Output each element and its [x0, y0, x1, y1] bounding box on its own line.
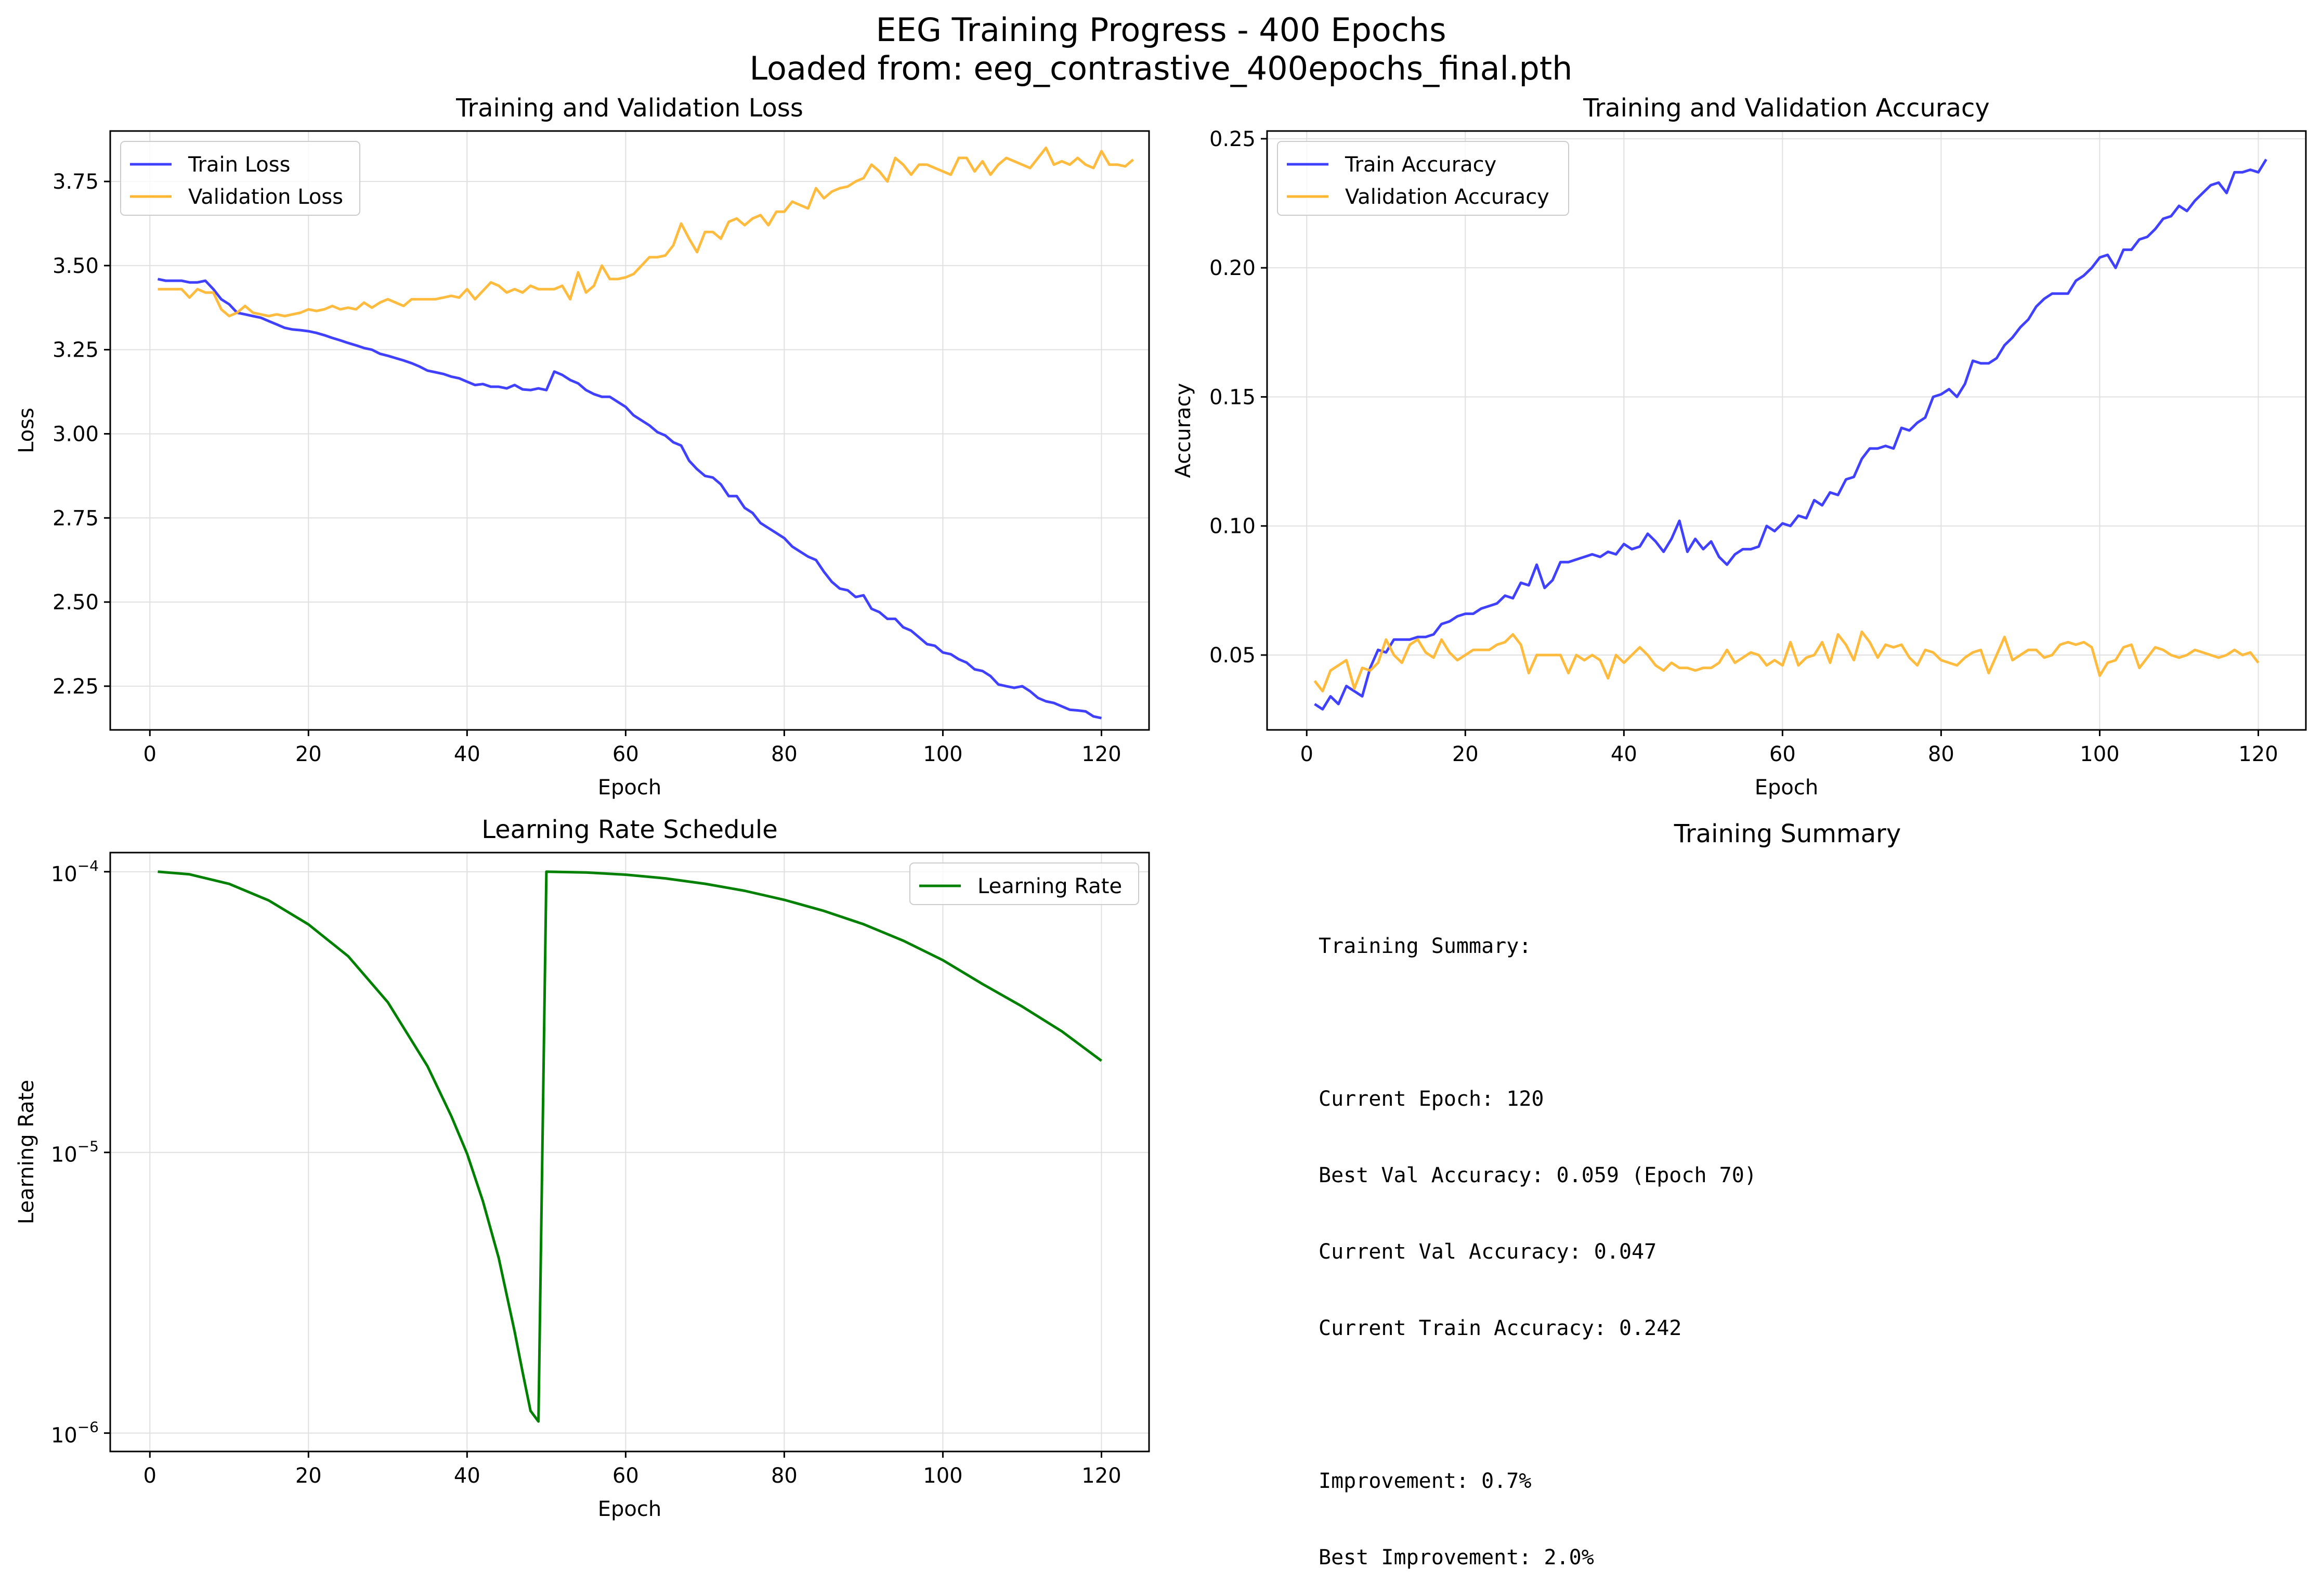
y-tick-label: 3.50 — [53, 254, 99, 278]
y-tick-label: 2.75 — [53, 506, 99, 530]
x-tick-label: 20 — [1452, 742, 1479, 766]
x-tick-label: 20 — [295, 1464, 322, 1488]
series-line-learning-rate — [158, 870, 1102, 1423]
figure-canvas: Training Summary 0 20 40 60 80 100 120 2.25 2.50… — [15, 94, 2307, 1521]
x-tick-label: 0 — [144, 742, 156, 766]
y-axis-label: Learning Rate — [15, 1080, 38, 1224]
x-axis-label: Epoch — [1755, 776, 1818, 800]
summary-line: Training Summary: — [1319, 934, 1532, 958]
legend-label: Validation Loss — [188, 185, 343, 209]
y-tick-label: 10−5 — [51, 1138, 99, 1167]
x-tick-label: 100 — [923, 742, 962, 766]
legend-box — [1277, 141, 1569, 216]
y-tick-label: 3.75 — [53, 170, 99, 194]
y-tick-label: 0.15 — [1209, 385, 1256, 409]
x-tick-label: 100 — [923, 1464, 962, 1488]
y-axis-label: Loss — [15, 408, 38, 453]
x-tick-label: 0 — [144, 1464, 156, 1488]
summary-line — [1319, 1010, 1757, 1036]
summary-line: Best Val Accuracy: 0.059 (Epoch 70) — [1319, 1163, 1757, 1187]
x-tick-label: 40 — [454, 1464, 480, 1488]
summary-line: Current Val Accuracy: 0.047 — [1319, 1240, 1657, 1264]
summary-panel-title: Training Summary — [1674, 819, 1901, 848]
x-tick-label: 40 — [1611, 742, 1637, 766]
y-tick-label: 0.20 — [1209, 256, 1256, 280]
x-axis-label: Epoch — [598, 1497, 661, 1521]
x-axis-label: Epoch — [598, 776, 661, 800]
x-tick-label: 60 — [612, 1464, 639, 1488]
x-tick-label: 80 — [771, 742, 798, 766]
y-tick-label: 10−6 — [51, 1419, 99, 1448]
series-line-train-loss — [157, 278, 1102, 719]
y-tick-label: 2.50 — [53, 591, 99, 614]
y-tick-label: 3.25 — [53, 338, 99, 362]
figure-title: EEG Training Progress - 400 Epochs — [876, 11, 1446, 49]
x-tick-label: 80 — [771, 1464, 798, 1488]
legend-box — [909, 862, 1139, 905]
x-tick-label: 40 — [454, 742, 480, 766]
y-tick-label: 0.05 — [1209, 644, 1256, 668]
y-tick-label: 2.25 — [53, 675, 99, 699]
summary-line: Current Train Accuracy: 0.242 — [1319, 1316, 1682, 1340]
summary-line — [1319, 1392, 1757, 1418]
legend: Learning Rate — [909, 862, 1139, 905]
summary-line: Improvement: 0.7% — [1319, 1469, 1532, 1493]
figure-subtitle: Loaded from: eeg_contrastive_400epochs_f… — [749, 49, 1573, 87]
legend-label: Train Accuracy — [1345, 153, 1496, 177]
chart-title: Training and Validation Accuracy — [1583, 94, 1990, 123]
summary-line: Current Epoch: 120 — [1319, 1087, 1544, 1111]
x-tick-label: 20 — [295, 742, 322, 766]
legend-label: Validation Accuracy — [1345, 185, 1549, 209]
legend: Train Accuracy Validation Accuracy — [1277, 141, 1569, 216]
x-tick-label: 80 — [1928, 742, 1954, 766]
legend-box — [120, 141, 360, 216]
legend: Train Loss Validation Loss — [120, 141, 360, 216]
chart-title: Training and Validation Loss — [455, 94, 803, 123]
x-tick-label: 0 — [1300, 742, 1313, 766]
y-axis-label: Accuracy — [1171, 383, 1195, 478]
lr-chart: 0 20 40 60 80 100 120 10−6 10−5 10−4 Learning Rate… — [15, 815, 1150, 1521]
y-tick-label: 0.10 — [1209, 515, 1256, 539]
summary-line: Best Improvement: 2.0% — [1319, 1546, 1594, 1569]
series-line-train-accuracy — [1314, 159, 2267, 711]
series-line-validation-loss — [158, 146, 1134, 318]
y-tick-label: 10−4 — [51, 857, 99, 886]
axes-frame — [109, 130, 1150, 731]
x-tick-label: 100 — [2080, 742, 2119, 766]
x-tick-label: 120 — [1081, 742, 1121, 766]
x-tick-label: 120 — [1081, 1464, 1121, 1488]
chart-title: Learning Rate Schedule — [481, 815, 778, 844]
legend-label: Train Loss — [188, 153, 290, 177]
loss-chart: 0 20 40 60 80 100 120 2.25 2.50 2.75 3.00 3.25 3.50 3… — [15, 94, 1150, 800]
y-tick-label: 3.00 — [53, 422, 99, 446]
x-tick-label: 60 — [1769, 742, 1796, 766]
x-tick-label: 60 — [612, 742, 639, 766]
x-tick-label: 120 — [2238, 742, 2278, 766]
axes-frame — [1266, 130, 2307, 731]
acc-chart: 0 20 40 60 80 100 120 0.05 0.10 0.15 0.20 0.25 Train… — [1171, 94, 2307, 800]
legend-label: Learning Rate — [977, 874, 1122, 898]
series-line-validation-accuracy — [1313, 630, 2260, 692]
training-summary-text: Training Summary: Current Epoch: 120 Bes… — [1319, 883, 1757, 1596]
y-tick-label: 0.25 — [1209, 127, 1256, 151]
